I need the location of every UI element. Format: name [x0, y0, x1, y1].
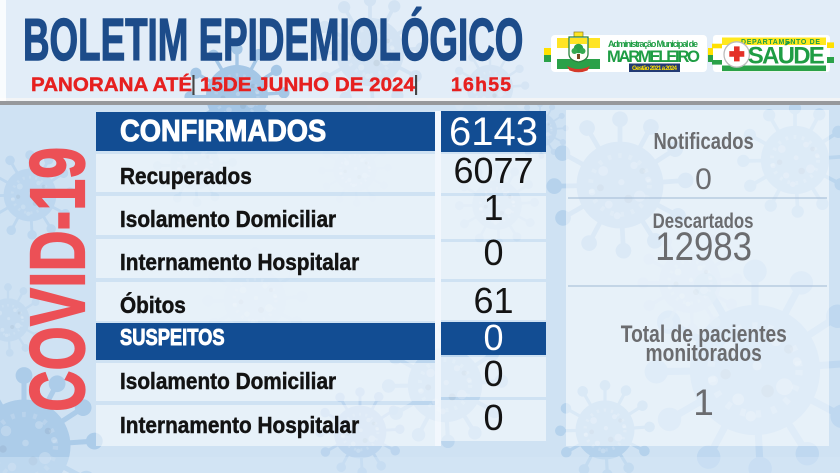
- svg-text:DEPARTAMENTO DE: DEPARTAMENTO DE: [741, 39, 821, 46]
- svg-text:Gestão 2021 a 2024: Gestão 2021 a 2024: [632, 65, 677, 72]
- svg-text:Administração Municipal de: Administração Municipal de: [608, 39, 698, 49]
- svg-text:SAÚDE: SAÚDE: [748, 42, 825, 70]
- svg-text:MARMELEIRO: MARMELEIRO: [607, 48, 700, 66]
